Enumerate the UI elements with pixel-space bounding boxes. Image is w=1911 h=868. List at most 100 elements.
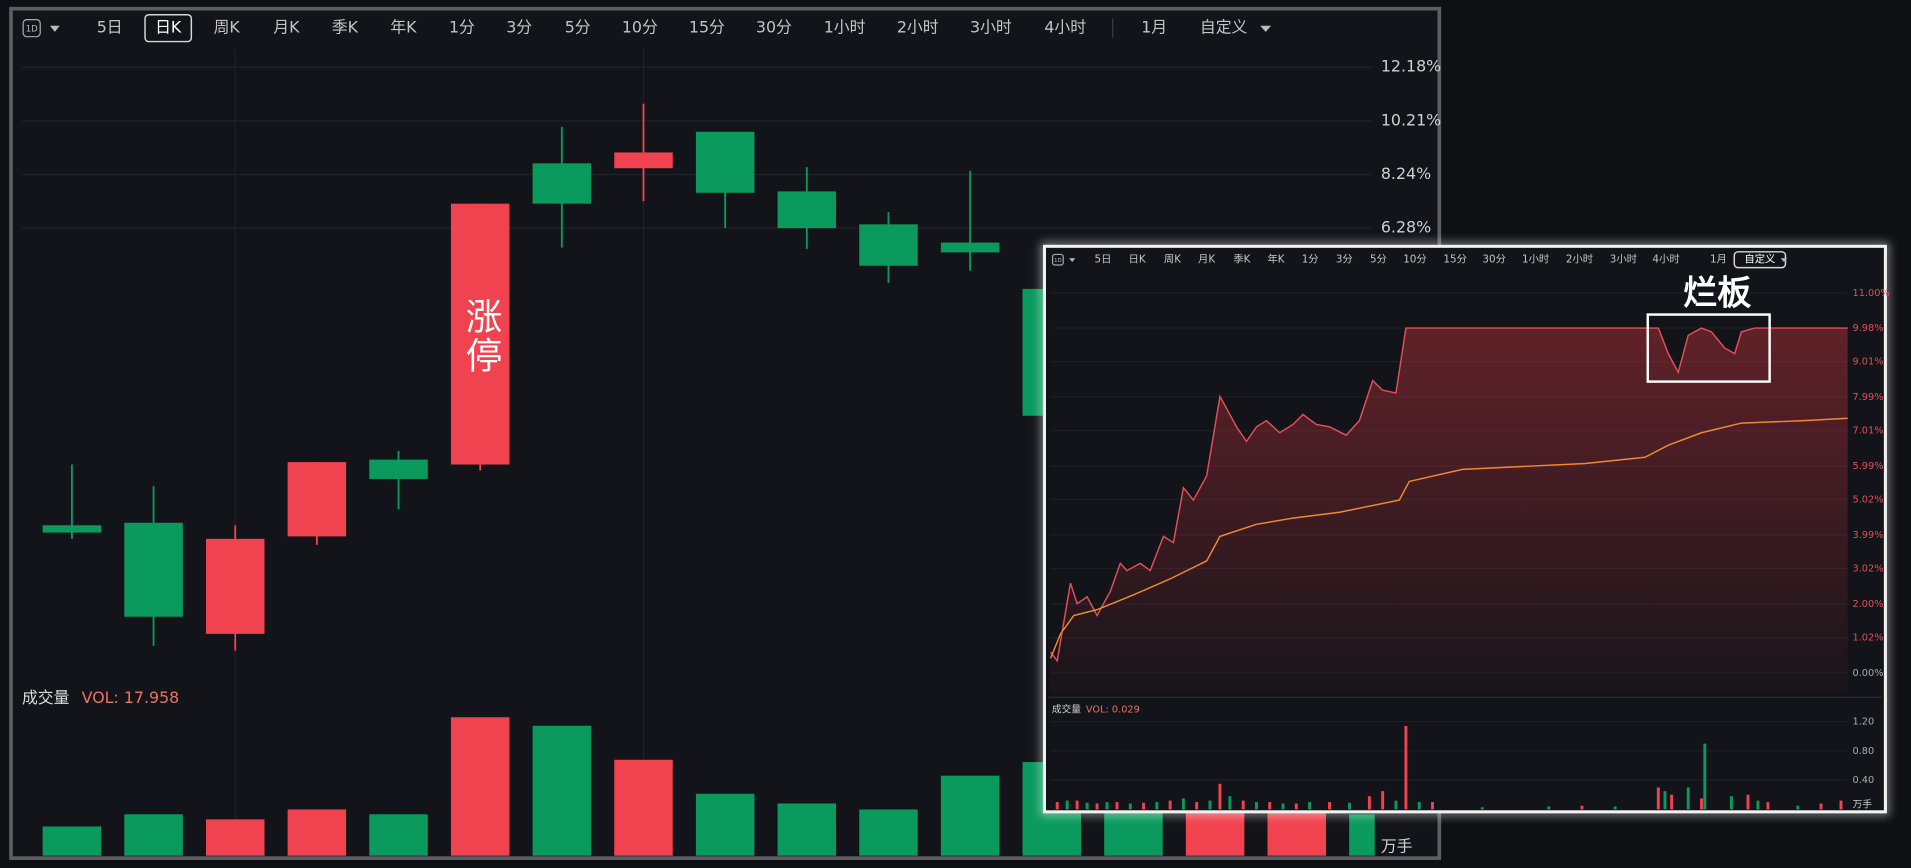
volume-bar [1404, 726, 1408, 810]
volume-bar [1241, 800, 1245, 810]
y-tick-label: 6.28% [1381, 217, 1431, 236]
volume-bar [695, 793, 755, 856]
volume-bar [1670, 794, 1674, 810]
volume-bar [1656, 787, 1660, 810]
candle-body [124, 522, 183, 617]
timeframe-icon [22, 19, 41, 38]
toolbar-item[interactable]: 5日 [1095, 254, 1112, 266]
toolbar-item[interactable]: 15分 [689, 18, 725, 37]
toolbar-item[interactable]: 周K [1164, 254, 1181, 266]
toolbar-item[interactable]: 5日 [97, 18, 123, 37]
toolbar-item[interactable]: 1分 [449, 18, 475, 37]
toolbar-item[interactable]: 2小时 [1566, 254, 1593, 266]
candle-body [369, 459, 428, 479]
toolbar-item[interactable]: 15分 [1443, 254, 1467, 266]
volume-bar [940, 775, 1000, 856]
toolbar-item[interactable]: 3小时 [970, 18, 1012, 37]
volume-bar [1703, 743, 1707, 810]
timeframe-icon [1051, 253, 1064, 266]
toolbar-item[interactable]: 1D [26, 24, 38, 34]
selected-item-box [144, 14, 193, 43]
toolbar-item[interactable]: 日K [155, 18, 182, 37]
toolbar-item[interactable]: 年K [390, 18, 417, 37]
volume-bar [777, 803, 837, 856]
toolbar-item[interactable]: 1分 [1302, 254, 1319, 266]
inset-chart: 1D 5日 日K 周K 月K 季K 年K 1分 3分 5分 10分 15分 30分 1小时 2小时 3小时 4小… [1040, 242, 1890, 816]
toolbar-item[interactable]: 2小时 [897, 18, 939, 37]
toolbar-item[interactable]: 月K [1198, 254, 1215, 266]
price-line [1049, 327, 1848, 663]
y-tick-label: 1.20 [1853, 717, 1875, 728]
candle-body [205, 538, 265, 634]
toolbar-item[interactable]: 1月 [1141, 18, 1167, 37]
toolbar-item[interactable]: 日K [1129, 254, 1146, 266]
annotation-box [1646, 313, 1771, 383]
volume-bar [1268, 802, 1272, 810]
toolbar-item[interactable]: 年K [1267, 253, 1284, 266]
main-plot [21, 48, 1375, 856]
toolbar-item[interactable]: 1D [1054, 258, 1061, 264]
y-tick-label: 0.00% [1853, 668, 1884, 679]
volume-bar [1417, 802, 1421, 810]
volume-bar [1115, 802, 1119, 810]
volume-bar [124, 814, 183, 856]
y-tick-label: 5.99% [1853, 461, 1884, 472]
toolbar-item[interactable]: 季K [1233, 254, 1250, 266]
volume-bar [1065, 800, 1069, 810]
toolbar-item[interactable]: 5分 [565, 18, 591, 37]
volume-bar [1281, 803, 1285, 810]
y-tick-label: 12.18% [1381, 57, 1441, 76]
volume-unit: 万手 [1381, 837, 1413, 856]
toolbar-item[interactable]: 3分 [506, 18, 532, 37]
volume-bar [1819, 803, 1823, 810]
toolbar-item[interactable]: 季K [332, 18, 359, 37]
toolbar-item[interactable]: 自定义 [1744, 253, 1775, 266]
volume-bar [1480, 807, 1484, 810]
volume-bar [1686, 787, 1690, 810]
toolbar-item[interactable]: 10分 [1403, 254, 1427, 266]
volume-bar [1208, 800, 1212, 810]
y-tick-label: 7.01% [1853, 426, 1884, 437]
dropdown-arrow [1260, 25, 1272, 32]
annotation: 烂板 [1683, 274, 1752, 314]
volume-bar [1431, 802, 1434, 810]
volume-bar [1255, 802, 1258, 810]
volume-bar [369, 814, 428, 856]
toolbar-item[interactable]: 周K [214, 18, 241, 37]
toolbar-item[interactable]: 1小时 [824, 18, 866, 37]
toolbar-item[interactable]: 3分 [1336, 254, 1353, 266]
volume-bar [1095, 803, 1099, 810]
toolbar-item[interactable]: 1月 [1710, 254, 1727, 266]
volume-bar [1381, 791, 1385, 810]
price-area [1050, 328, 1848, 694]
volume-bar [859, 809, 918, 856]
candle-body [532, 163, 592, 204]
volume-bar [1766, 802, 1770, 810]
y-tick-label: 0.80 [1853, 746, 1875, 757]
volume-bar [1700, 798, 1703, 810]
volume-bar [532, 725, 592, 856]
toolbar-item[interactable]: 月K [273, 18, 300, 37]
volume-bar [1228, 796, 1232, 810]
candle-body [450, 203, 510, 465]
volume-bar [450, 717, 510, 856]
volume-bar [1128, 803, 1132, 810]
toolbar-item[interactable]: 4小时 [1044, 18, 1086, 37]
volume-bar [1308, 802, 1312, 810]
toolbar-item[interactable]: 10分 [622, 18, 658, 37]
toolbar-item[interactable]: 5分 [1370, 254, 1387, 266]
toolbar-item[interactable]: 30分 [1482, 254, 1506, 266]
toolbar-item[interactable]: 1小时 [1522, 254, 1549, 266]
y-tick-label: 1.02% [1853, 633, 1884, 644]
toolbar-item[interactable]: 3小时 [1610, 254, 1637, 266]
y-tick-label: 9.01% [1853, 357, 1884, 368]
toolbar-item[interactable]: 自定义 [1200, 18, 1248, 37]
y-tick-label: 10.21% [1381, 110, 1441, 129]
toolbar-item[interactable]: 4小时 [1652, 254, 1679, 266]
y-tick-label: 8.24% [1381, 164, 1431, 183]
toolbar-item[interactable]: 30分 [756, 18, 792, 37]
volume-value: VOL: 0.029 [1086, 704, 1140, 715]
volume-bar [1347, 802, 1351, 810]
volume-bar [1105, 802, 1109, 810]
